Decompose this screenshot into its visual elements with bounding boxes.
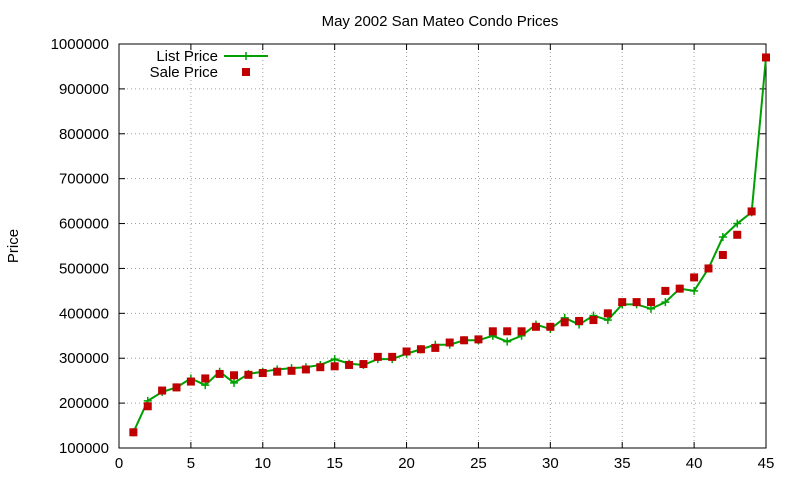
x-tick-label: 30 bbox=[542, 455, 559, 472]
y-tick-label: 500000 bbox=[59, 260, 109, 277]
series-line-list-price bbox=[132, 57, 767, 433]
point-sale-price bbox=[618, 298, 627, 307]
point-sale-price bbox=[316, 363, 325, 372]
y-tick-label: 900000 bbox=[59, 81, 109, 98]
point-sale-price bbox=[718, 250, 727, 259]
x-tick-label: 5 bbox=[187, 455, 195, 472]
point-sale-price bbox=[445, 338, 454, 347]
axis-ticks: 0 5 10 15 20 25 30 35 40 45 100000 200000 300000 4000… bbox=[51, 36, 775, 472]
point-sale-price bbox=[258, 369, 267, 378]
point-sale-price bbox=[675, 284, 684, 293]
point-sale-price bbox=[201, 374, 210, 383]
point-sale-price bbox=[747, 207, 756, 216]
point-sale-price bbox=[589, 316, 598, 325]
point-sale-price bbox=[503, 327, 512, 336]
y-tick-label: 200000 bbox=[59, 395, 109, 412]
point-sale-price bbox=[388, 352, 397, 361]
point-sale-price bbox=[546, 322, 555, 331]
point-sale-price bbox=[762, 53, 770, 62]
point-sale-price bbox=[517, 327, 526, 336]
point-list-price bbox=[690, 286, 699, 295]
chart-title: May 2002 San Mateo Condo Prices bbox=[322, 13, 559, 30]
point-sale-price bbox=[143, 402, 152, 411]
series-1 bbox=[129, 53, 770, 437]
point-sale-price bbox=[488, 327, 497, 336]
point-sale-price bbox=[704, 264, 713, 273]
point-sale-price bbox=[230, 371, 239, 380]
point-list-price bbox=[733, 219, 742, 228]
point-sale-price bbox=[460, 336, 469, 345]
y-tick-label: 100000 bbox=[59, 440, 109, 457]
legend-label: List Price bbox=[156, 48, 218, 65]
legend-marker bbox=[242, 52, 250, 60]
point-sale-price bbox=[345, 360, 354, 369]
y-tick-label: 800000 bbox=[59, 126, 109, 143]
point-sale-price bbox=[402, 347, 411, 356]
x-tick-label: 15 bbox=[326, 455, 343, 472]
point-sale-price bbox=[632, 298, 641, 307]
point-sale-price bbox=[603, 309, 612, 318]
point-sale-price bbox=[330, 362, 339, 371]
point-sale-price bbox=[661, 286, 670, 295]
y-tick-label: 300000 bbox=[59, 350, 109, 367]
point-sale-price bbox=[416, 345, 425, 354]
grid bbox=[119, 44, 766, 448]
point-sale-price bbox=[373, 352, 382, 361]
point-list-price bbox=[201, 381, 210, 390]
series-0 bbox=[129, 53, 770, 437]
point-list-price bbox=[646, 304, 655, 313]
x-tick-label: 0 bbox=[115, 455, 123, 472]
point-sale-price bbox=[359, 360, 368, 369]
x-tick-label: 35 bbox=[614, 455, 631, 472]
point-sale-price bbox=[172, 383, 181, 392]
y-axis-label: Price bbox=[5, 229, 22, 263]
point-list-price bbox=[330, 355, 339, 364]
plot-frame bbox=[118, 43, 767, 449]
x-tick-label: 10 bbox=[254, 455, 271, 472]
point-list-price bbox=[603, 316, 612, 325]
point-list-price bbox=[718, 233, 727, 242]
legend-label: Sale Price bbox=[150, 64, 218, 81]
series bbox=[129, 53, 770, 437]
point-list-price bbox=[230, 378, 239, 387]
point-sale-price bbox=[244, 370, 253, 379]
point-sale-price bbox=[158, 386, 167, 395]
point-sale-price bbox=[646, 298, 655, 307]
x-tick-label: 20 bbox=[398, 455, 415, 472]
point-sale-price bbox=[129, 428, 138, 437]
point-sale-price bbox=[301, 365, 310, 374]
point-sale-price bbox=[215, 369, 224, 378]
legend-marker bbox=[242, 68, 250, 76]
point-sale-price bbox=[560, 318, 569, 327]
point-sale-price bbox=[531, 322, 540, 331]
point-list-price bbox=[503, 337, 512, 346]
y-tick-label: 400000 bbox=[59, 305, 109, 322]
x-tick-label: 45 bbox=[758, 455, 775, 472]
point-sale-price bbox=[273, 367, 282, 376]
point-sale-price bbox=[186, 377, 195, 386]
point-sale-price bbox=[474, 335, 483, 344]
point-sale-price bbox=[431, 343, 440, 352]
point-sale-price bbox=[733, 230, 742, 239]
x-tick-label: 40 bbox=[686, 455, 703, 472]
y-tick-label: 600000 bbox=[59, 216, 109, 233]
y-tick-label: 1000000 bbox=[51, 36, 109, 53]
y-tick-label: 700000 bbox=[59, 171, 109, 188]
x-tick-label: 25 bbox=[470, 455, 487, 472]
point-sale-price bbox=[575, 316, 584, 325]
point-list-price bbox=[661, 298, 670, 307]
point-sale-price bbox=[287, 366, 296, 375]
point-sale-price bbox=[690, 273, 699, 282]
